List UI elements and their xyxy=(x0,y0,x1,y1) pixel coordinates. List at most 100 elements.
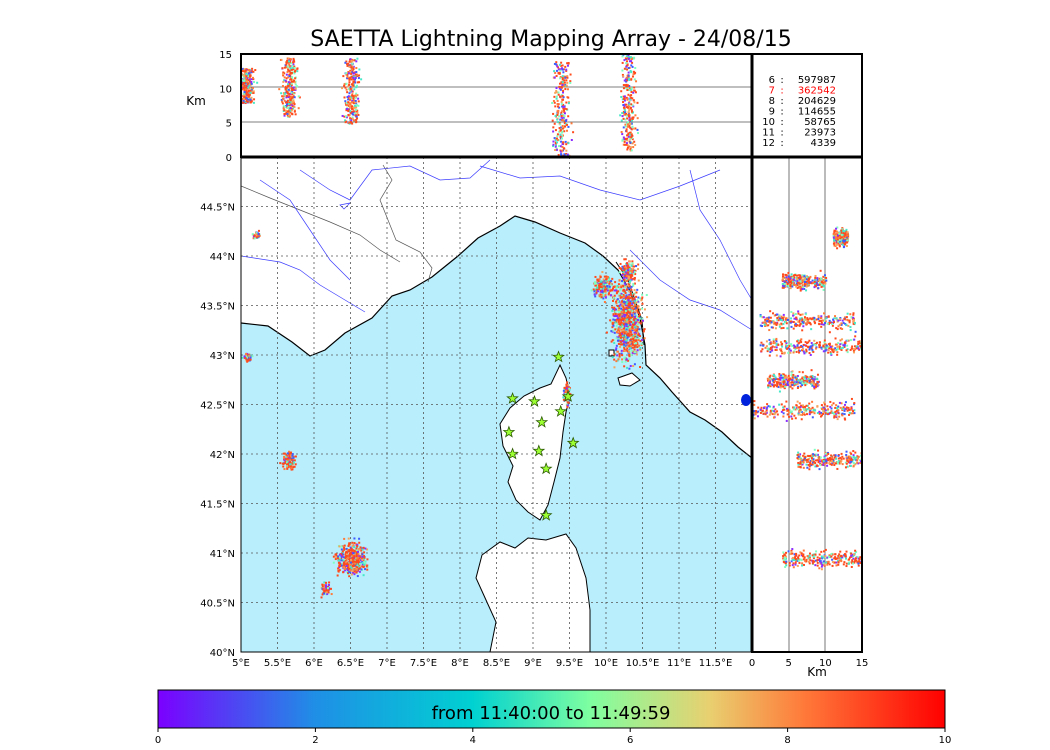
altitude-longitude-point xyxy=(355,118,358,121)
lightning-source-point xyxy=(641,319,644,322)
altitude-latitude-point xyxy=(855,347,858,350)
lightning-source-point xyxy=(349,557,352,560)
altitude-longitude-point xyxy=(294,87,297,90)
altitude-latitude-point xyxy=(840,322,843,325)
altitude-longitude-point xyxy=(281,73,284,76)
lightning-source-point xyxy=(628,287,631,290)
altitude-longitude-point xyxy=(566,153,569,156)
altitude-longitude-point xyxy=(286,99,289,102)
lightning-source-point xyxy=(599,274,602,277)
lightning-source-point xyxy=(622,311,625,314)
altitude-longitude-point xyxy=(287,88,290,91)
altitude-longitude-point xyxy=(627,145,630,148)
lightning-source-point xyxy=(629,291,632,294)
lightning-source-point xyxy=(622,266,625,269)
altitude-latitude-point xyxy=(837,409,840,412)
lightning-source-point xyxy=(625,267,628,270)
lightning-source-point xyxy=(593,293,596,296)
lightning-source-point xyxy=(630,338,633,341)
lightning-source-point xyxy=(349,565,352,568)
altitude-latitude-point xyxy=(820,463,823,466)
altitude-longitude-point xyxy=(284,79,287,82)
lightning-source-point xyxy=(624,349,627,352)
altitude-latitude-point xyxy=(778,314,781,317)
altitude-latitude-point xyxy=(803,279,806,282)
altitude-latitude-point xyxy=(794,347,797,350)
lightning-source-point xyxy=(604,284,607,287)
lightning-source-point xyxy=(283,468,286,471)
altitude-latitude-point xyxy=(837,405,840,408)
lightning-source-point xyxy=(625,280,628,283)
altitude-latitude-point xyxy=(786,376,789,379)
altitude-latitude-point xyxy=(798,370,801,373)
altitude-latitude-point xyxy=(805,276,808,279)
lightning-source-point xyxy=(633,312,636,315)
lightning-source-point xyxy=(608,290,611,293)
altitude-longitude-point xyxy=(557,111,560,114)
altitude-latitude-point xyxy=(791,379,794,382)
altitude-longitude-point xyxy=(621,73,624,76)
altitude-longitude-point xyxy=(553,122,556,125)
lightning-source-point xyxy=(361,547,364,550)
altitude-latitude-point xyxy=(782,318,785,321)
altitude-longitude-point xyxy=(243,74,246,77)
lightning-source-point xyxy=(604,283,607,286)
altitude-longitude-point xyxy=(630,149,633,152)
altitude-latitude-point xyxy=(820,281,823,284)
altitude-latitude-point xyxy=(852,322,855,325)
lightning-source-point xyxy=(628,334,631,337)
lightning-source-point xyxy=(619,309,622,312)
altitude-latitude-point xyxy=(780,410,783,413)
altitude-longitude-point xyxy=(345,60,348,63)
altitude-longitude-point xyxy=(627,115,630,118)
altitude-latitude-point xyxy=(839,346,842,349)
lightning-source-point xyxy=(633,317,636,320)
altitude-longitude-point xyxy=(245,92,248,95)
altitude-latitude-point xyxy=(783,352,786,355)
station-id-label: 12 xyxy=(762,138,775,149)
altitude-latitude-point xyxy=(809,380,812,383)
altitude-latitude-point xyxy=(803,282,806,285)
altitude-latitude-point xyxy=(822,464,825,467)
lightning-source-point xyxy=(629,327,632,330)
altitude-longitude-point xyxy=(341,87,344,90)
altitude-longitude-point xyxy=(249,98,252,101)
altitude-latitude-point xyxy=(797,385,800,388)
altitude-latitude-point xyxy=(843,413,846,416)
altitude-latitude-point xyxy=(840,458,843,461)
altitude-latitude-point xyxy=(813,286,816,289)
altitude-latitude-point xyxy=(814,321,817,324)
altitude-longitude-point xyxy=(291,89,294,92)
altitude-longitude-point xyxy=(349,89,352,92)
lightning-source-point xyxy=(287,463,290,466)
lightning-source-point xyxy=(637,263,640,266)
altitude-longitude-point xyxy=(250,100,253,103)
altitude-latitude-point xyxy=(808,321,811,324)
altitude-latitude-point xyxy=(792,283,795,286)
altitude-latitude-point xyxy=(783,405,786,408)
altitude-longitude-point xyxy=(288,93,291,96)
altitude-longitude-point xyxy=(253,81,256,84)
lightning-source-point xyxy=(249,356,252,359)
altitude-latitude-point xyxy=(780,374,783,377)
lightning-source-point xyxy=(248,355,251,358)
altitude-longitude-point xyxy=(628,60,631,63)
altitude-longitude-point xyxy=(346,64,349,67)
altitude-latitude-point xyxy=(825,344,828,347)
altitude-longitude-point xyxy=(296,67,299,70)
altitude-latitude-point xyxy=(759,408,762,411)
altitude-latitude-point xyxy=(781,345,784,348)
lightning-source-point xyxy=(602,278,605,281)
altitude-longitude-point xyxy=(351,117,354,120)
altitude-latitude-point xyxy=(762,412,765,415)
altitude-longitude-point xyxy=(561,68,564,71)
altitude-longitude-point xyxy=(345,102,348,105)
lightning-source-point xyxy=(323,591,326,594)
lightning-source-point xyxy=(361,555,364,558)
lightning-source-point xyxy=(616,359,619,362)
altitude-longitude-point xyxy=(563,154,566,157)
altitude-longitude-point xyxy=(348,78,351,81)
altitude-longitude-point xyxy=(345,109,348,112)
lightning-source-point xyxy=(633,329,636,332)
altitude-longitude-point xyxy=(630,103,633,106)
